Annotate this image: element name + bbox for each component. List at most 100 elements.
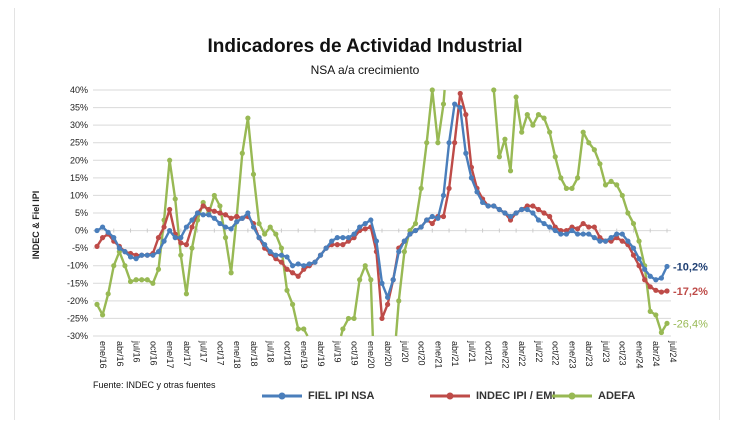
x-tick-label: oct/18 bbox=[282, 341, 292, 366]
data-point bbox=[329, 238, 335, 244]
data-point bbox=[563, 231, 570, 237]
data-point bbox=[547, 129, 553, 135]
x-tick-label: ene/19 bbox=[299, 341, 309, 369]
data-point bbox=[530, 210, 536, 216]
y-tick-label: -30% bbox=[67, 331, 88, 341]
x-tick-label: ene/24 bbox=[634, 341, 644, 369]
data-point bbox=[340, 235, 346, 241]
data-point bbox=[189, 224, 195, 230]
x-tick-label: oct/19 bbox=[349, 341, 359, 366]
data-point bbox=[653, 312, 659, 318]
data-point bbox=[558, 175, 564, 181]
data-point bbox=[150, 280, 156, 286]
data-point bbox=[452, 140, 458, 146]
data-point bbox=[111, 263, 117, 269]
data-point bbox=[591, 147, 597, 153]
data-point bbox=[535, 206, 542, 213]
legend-label-adefa: ADEFA bbox=[598, 390, 636, 402]
data-point bbox=[558, 231, 564, 237]
y-tick-label: -5% bbox=[72, 243, 88, 253]
data-point bbox=[289, 270, 296, 276]
legend-marker-fiel bbox=[262, 392, 302, 400]
data-point bbox=[636, 238, 642, 244]
data-point bbox=[183, 242, 190, 248]
data-point bbox=[222, 212, 229, 218]
data-point bbox=[289, 263, 296, 269]
data-point bbox=[396, 249, 402, 255]
data-point bbox=[211, 192, 217, 199]
data-point bbox=[580, 231, 586, 237]
data-point bbox=[172, 196, 178, 202]
data-point bbox=[345, 315, 352, 322]
data-point bbox=[183, 224, 190, 230]
data-point bbox=[664, 288, 670, 294]
x-tick-label: abr/21 bbox=[450, 341, 460, 367]
data-point bbox=[178, 235, 184, 241]
data-point bbox=[547, 224, 553, 230]
data-point bbox=[535, 217, 542, 223]
data-point bbox=[580, 129, 586, 135]
data-point bbox=[357, 224, 363, 230]
y-tick-label: -10% bbox=[67, 261, 88, 271]
data-point bbox=[262, 242, 268, 248]
data-point bbox=[418, 185, 424, 191]
y-tick-label: 40% bbox=[70, 85, 88, 95]
data-point bbox=[217, 220, 223, 227]
data-point bbox=[502, 210, 508, 216]
x-tick-label: ene/18 bbox=[232, 341, 242, 369]
end-label: -26,4% bbox=[673, 318, 708, 330]
data-point bbox=[491, 87, 497, 93]
data-point bbox=[547, 213, 553, 220]
data-point bbox=[664, 263, 670, 270]
x-tick-label: jul/17 bbox=[199, 340, 209, 363]
chart-frame bbox=[14, 8, 720, 420]
data-point bbox=[608, 235, 614, 241]
data-point bbox=[541, 115, 547, 121]
data-point bbox=[351, 315, 357, 322]
data-point bbox=[256, 235, 262, 241]
data-point bbox=[608, 178, 614, 184]
data-point bbox=[189, 245, 195, 251]
chart-title: Indicadores de Actividad Industrial bbox=[207, 36, 523, 57]
source-note: Fuente: INDEC y otras fuentes bbox=[93, 380, 216, 390]
x-tick-label: abr/20 bbox=[383, 341, 393, 367]
data-point bbox=[647, 273, 653, 279]
data-point bbox=[401, 238, 407, 244]
data-point bbox=[619, 238, 625, 244]
data-point bbox=[295, 326, 301, 332]
data-point bbox=[155, 249, 162, 255]
legend-item-fiel: FIEL IPI NSA bbox=[262, 390, 374, 402]
x-tick-label: abr/24 bbox=[651, 341, 661, 367]
data-point bbox=[502, 136, 508, 142]
data-point bbox=[586, 224, 592, 230]
data-point bbox=[574, 231, 581, 237]
data-point bbox=[586, 140, 592, 146]
data-point bbox=[485, 203, 491, 209]
x-tick-label: oct/21 bbox=[484, 341, 494, 366]
data-point bbox=[273, 252, 279, 258]
data-point bbox=[139, 252, 145, 258]
data-point bbox=[245, 210, 251, 216]
data-point bbox=[228, 270, 234, 276]
data-point bbox=[412, 220, 419, 227]
x-tick-label: oct/23 bbox=[618, 341, 628, 366]
data-point bbox=[535, 112, 542, 118]
data-point bbox=[636, 256, 642, 262]
legend-label-indec: INDEC IPI / EMI bbox=[476, 390, 556, 402]
data-point bbox=[127, 278, 134, 285]
data-point bbox=[396, 298, 402, 304]
data-point bbox=[507, 168, 514, 174]
y-tick-label: 0% bbox=[75, 226, 88, 236]
data-point bbox=[524, 112, 530, 118]
x-tick-label: jul/23 bbox=[601, 340, 611, 363]
data-point bbox=[284, 287, 290, 293]
data-point bbox=[206, 212, 212, 218]
data-point bbox=[362, 226, 368, 232]
legend-item-indec: INDEC IPI / EMI bbox=[430, 390, 555, 402]
end-label: -17,2% bbox=[673, 286, 708, 298]
data-point bbox=[289, 301, 296, 307]
data-point bbox=[217, 210, 223, 216]
data-point bbox=[239, 150, 245, 156]
data-point bbox=[580, 220, 586, 227]
